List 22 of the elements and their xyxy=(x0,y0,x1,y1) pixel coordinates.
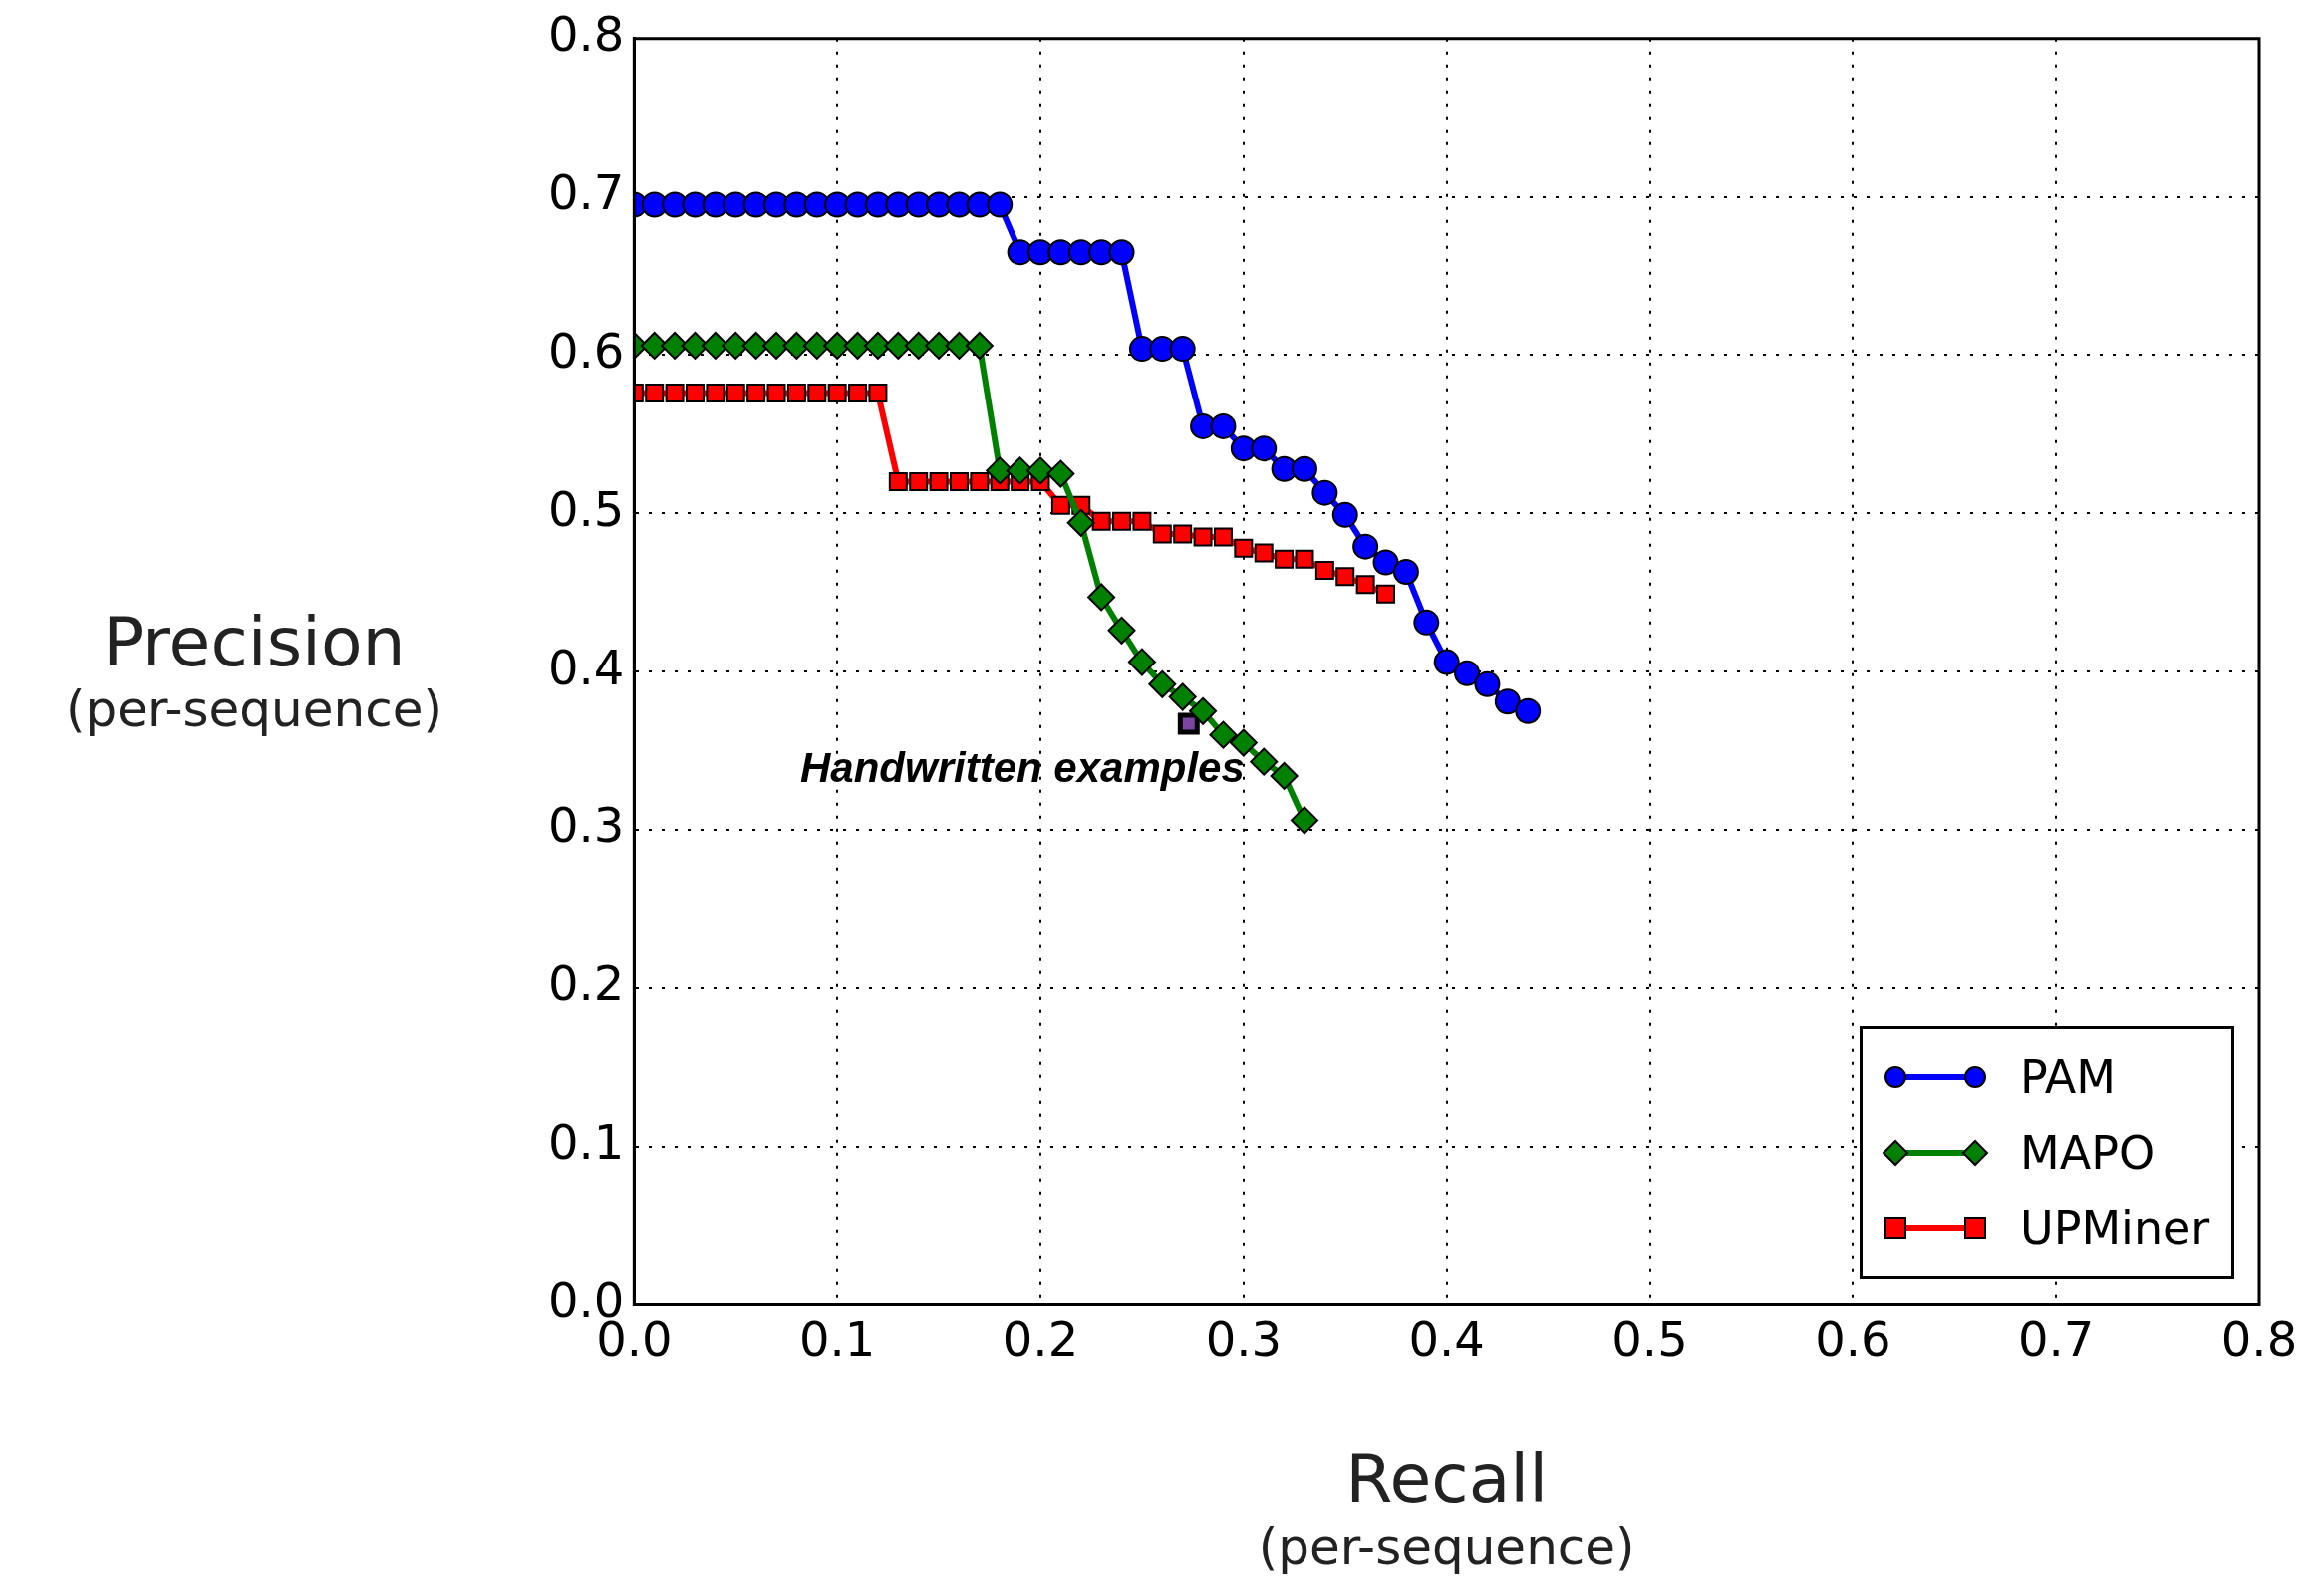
x-tick-label: 0.2 xyxy=(1002,1310,1079,1367)
x-tick-label: 0.4 xyxy=(1408,1310,1485,1367)
y-tick-label: 0.3 xyxy=(547,797,625,854)
y-tick-label: 0.4 xyxy=(547,639,625,695)
x-tick-label: 0.5 xyxy=(1611,1310,1688,1367)
y-tick-label: 0.5 xyxy=(547,480,625,537)
annotation: Handwritten examples xyxy=(799,744,1245,792)
x-tick-label: 0.6 xyxy=(1815,1310,1891,1367)
y-axis-title: Precision (per-sequence) xyxy=(66,603,442,739)
x-tick-label: 0.3 xyxy=(1205,1310,1283,1367)
x-tick-label: 0.8 xyxy=(2220,1310,2298,1367)
y-tick-label: 0.8 xyxy=(547,6,625,63)
x-axis-title: Recall (per-sequence) xyxy=(1258,1440,1635,1577)
y-tick-label: 0.6 xyxy=(547,322,625,379)
legend-label: PAM xyxy=(2020,1050,2116,1105)
y-tick-label: 0.2 xyxy=(547,955,625,1012)
legend-label: MAPO xyxy=(2020,1126,2156,1181)
x-tick-label: 0.1 xyxy=(799,1310,876,1367)
y-tick-label: 0.7 xyxy=(547,164,625,221)
legend-label: UPMiner xyxy=(2020,1201,2210,1256)
x-tick-label: 0.7 xyxy=(2018,1310,2095,1367)
y-tick-label: 0.1 xyxy=(547,1114,625,1171)
